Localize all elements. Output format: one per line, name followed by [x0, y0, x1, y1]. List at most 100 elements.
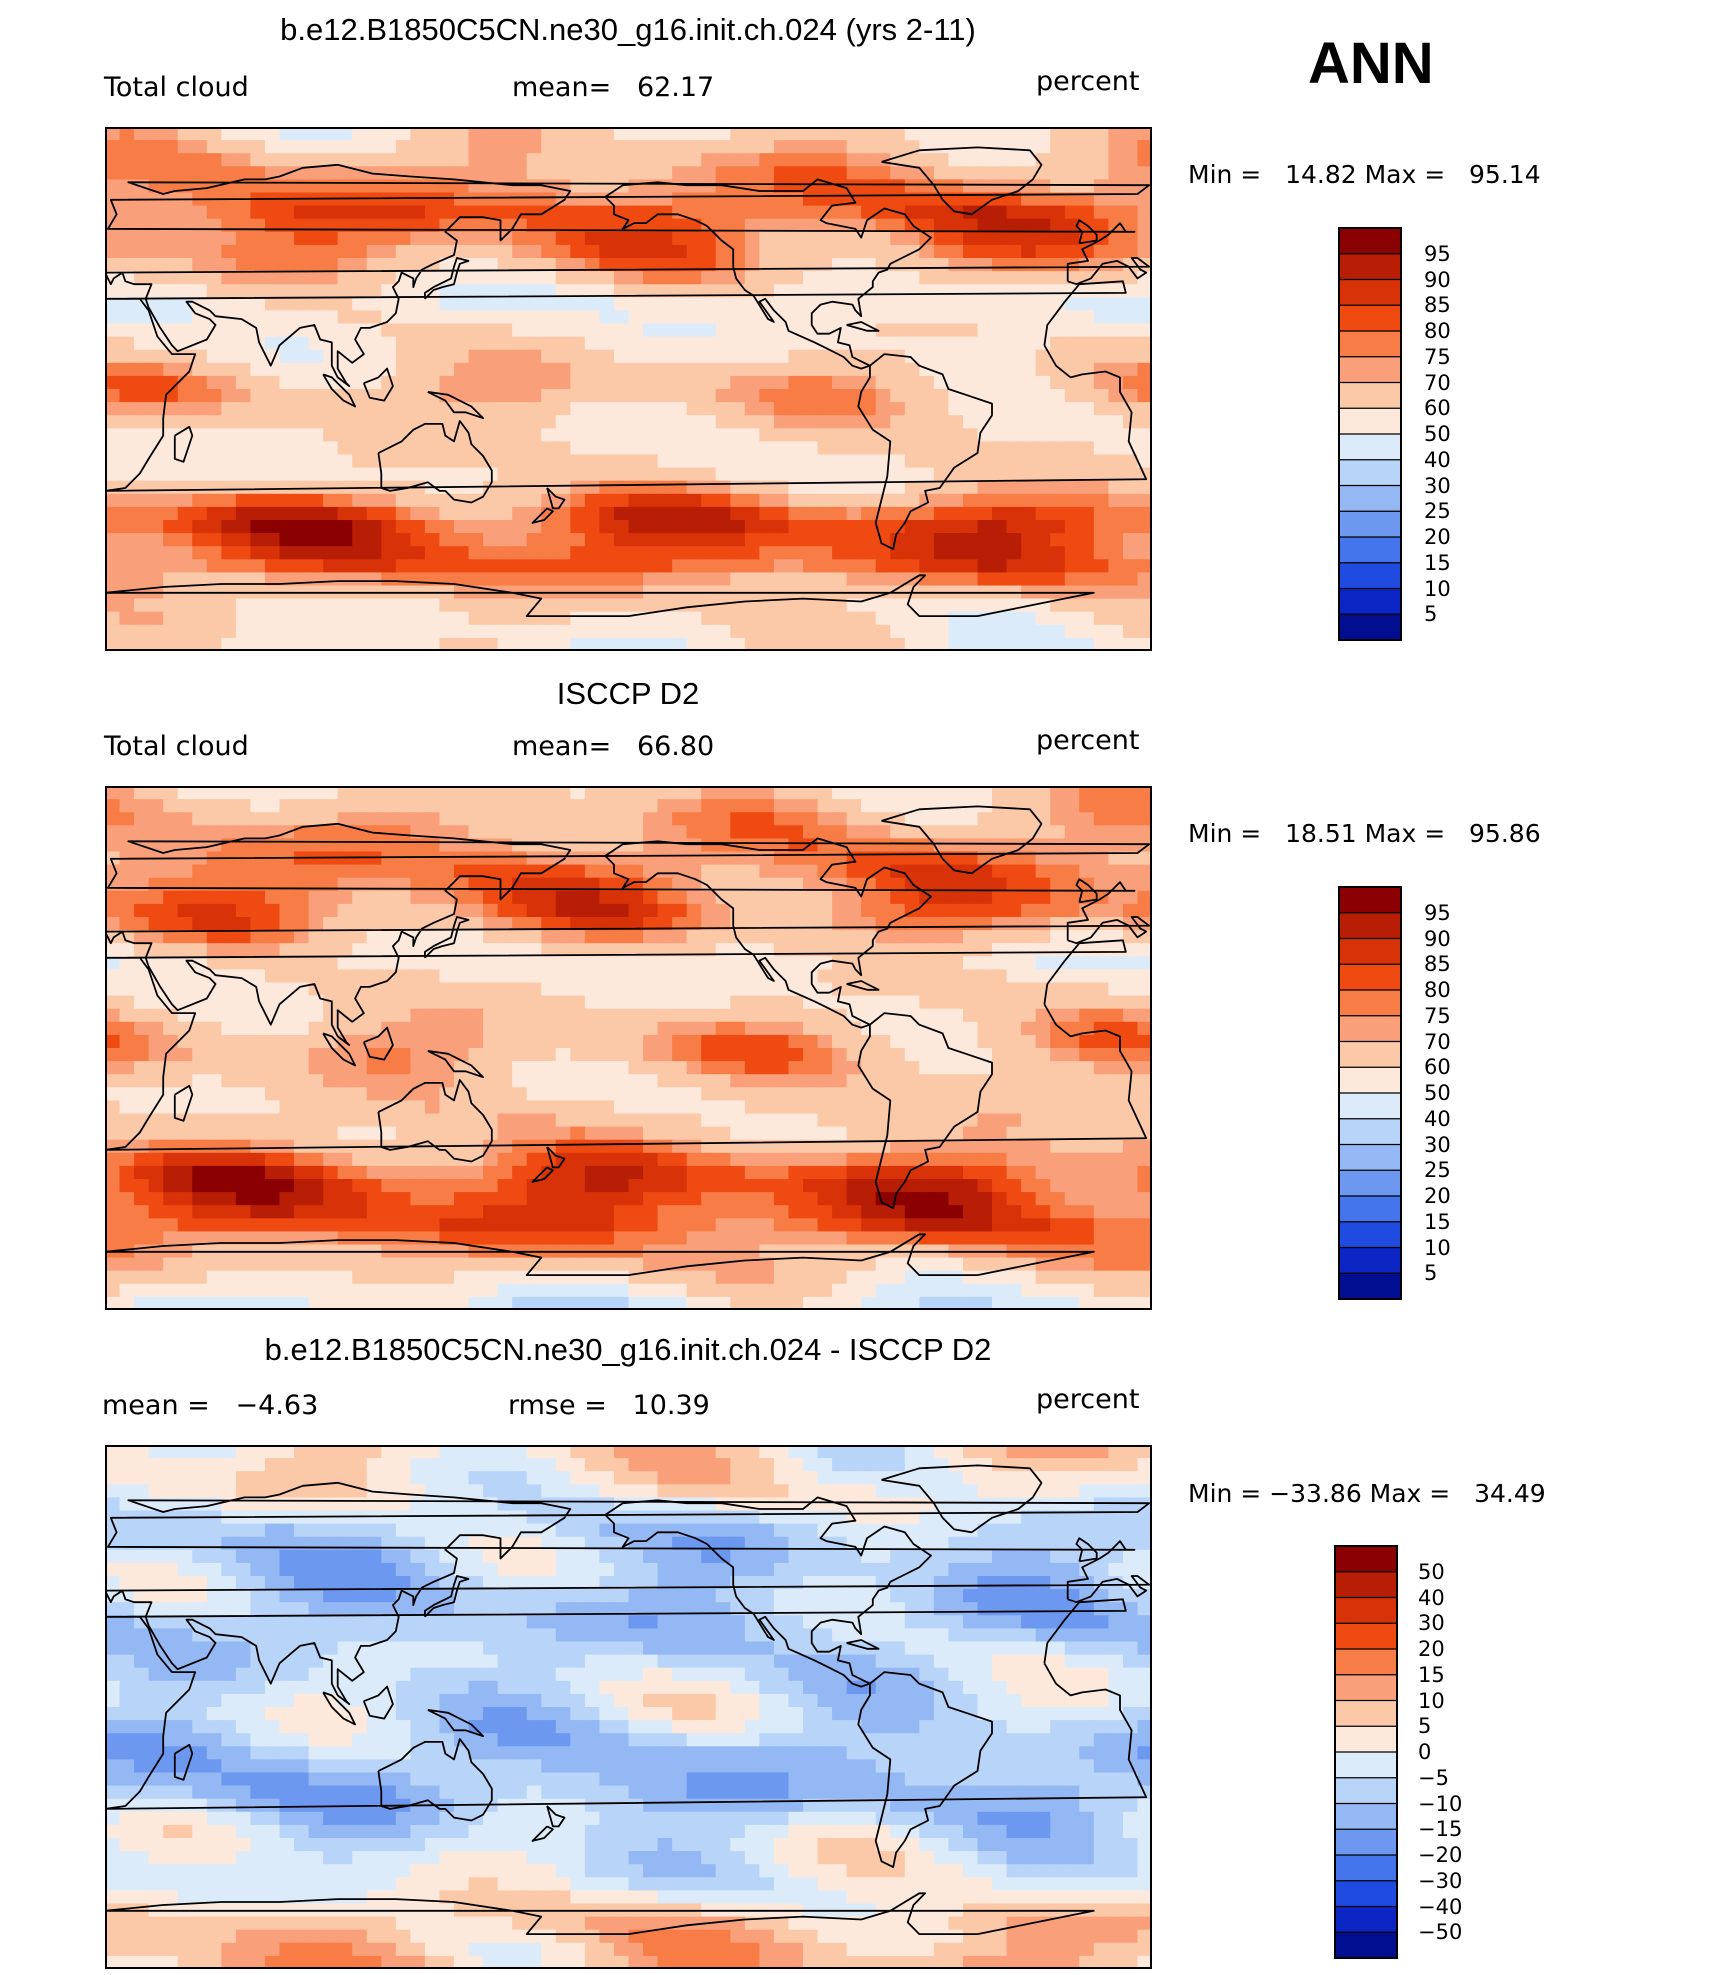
map-cell — [395, 1021, 412, 1036]
map-cell — [1137, 1061, 1152, 1075]
map-cell — [977, 127, 993, 141]
map-cell — [163, 362, 179, 377]
coastline — [846, 321, 880, 332]
map-cell — [235, 375, 252, 390]
map-cell — [977, 467, 993, 482]
map-cell — [832, 956, 848, 971]
map-cell — [773, 153, 790, 167]
map-cell — [279, 1061, 295, 1075]
map-cell — [570, 218, 586, 233]
map-cell — [512, 786, 528, 800]
map-cell — [1122, 903, 1139, 918]
map-cell — [1035, 323, 1051, 338]
map-cell — [206, 1100, 223, 1115]
map-cell — [584, 1152, 601, 1167]
map-cell — [861, 598, 877, 613]
map-cell — [1035, 336, 1051, 351]
map-cell — [672, 402, 688, 416]
map-cell — [570, 611, 586, 626]
map-cell — [555, 428, 572, 443]
map-cell — [1122, 825, 1139, 840]
map-cell — [933, 415, 950, 429]
map-cell — [861, 890, 877, 905]
map-cell — [250, 917, 266, 931]
panel-1-units: percent — [1036, 66, 1140, 97]
map-cell — [803, 415, 819, 429]
map-cell — [992, 559, 1008, 574]
map-cell — [803, 982, 819, 997]
map-cell — [773, 166, 790, 181]
map-cell — [715, 310, 731, 325]
map-cell — [308, 271, 324, 285]
map-cell — [148, 231, 164, 246]
map-cell — [323, 271, 339, 285]
map-cell — [657, 969, 673, 984]
map-cell — [599, 231, 615, 246]
map-cell — [541, 1008, 557, 1023]
map-cell — [803, 310, 819, 325]
map-cell — [308, 799, 324, 813]
map-cell — [1137, 572, 1152, 587]
map-cell — [570, 166, 586, 181]
map-cell — [352, 812, 368, 826]
map-cell — [235, 1139, 252, 1154]
map-cell — [206, 1087, 223, 1102]
map-cell — [570, 637, 586, 651]
map-cell — [657, 153, 673, 167]
map-cell — [308, 930, 324, 944]
map-cell — [366, 336, 382, 351]
map-cell — [366, 1152, 382, 1167]
map-cell — [235, 402, 252, 416]
map-cell — [235, 1152, 252, 1167]
map-cell — [483, 362, 499, 377]
map-cell — [192, 284, 208, 298]
map-cell — [584, 506, 601, 521]
map-cell — [643, 153, 659, 167]
map-cell — [439, 297, 455, 312]
map-cell — [366, 1126, 382, 1141]
map-cell — [323, 153, 339, 167]
map-cell — [730, 297, 746, 312]
map-cell — [381, 454, 397, 469]
map-cell — [1122, 493, 1139, 508]
map-cell — [541, 917, 557, 931]
map-cell — [439, 903, 455, 918]
map-cell — [1093, 192, 1110, 207]
map-cell — [352, 969, 368, 984]
map-cell — [424, 205, 441, 220]
map-cell — [468, 415, 484, 429]
map-cell — [468, 611, 484, 626]
map-cell — [381, 258, 397, 272]
map-cell — [555, 1100, 572, 1115]
map-cell — [1021, 336, 1037, 351]
map-cell — [803, 903, 819, 918]
map-cell — [119, 624, 135, 639]
map-cell — [250, 637, 266, 651]
map-cell — [1137, 864, 1152, 879]
map-cell — [352, 838, 368, 853]
map-cell — [846, 812, 862, 826]
map-cell — [948, 402, 964, 416]
map-cell — [352, 467, 368, 482]
map-cell — [730, 864, 746, 879]
map-cell — [1093, 903, 1110, 918]
map-cell — [686, 611, 702, 626]
map-cell — [846, 1113, 862, 1128]
map-cell — [163, 917, 179, 931]
map-cell — [643, 546, 659, 560]
map-cell — [1035, 493, 1051, 508]
map-cell — [890, 284, 906, 298]
map-cell — [759, 467, 775, 482]
map-cell — [410, 559, 426, 574]
map-cell — [294, 1113, 310, 1128]
map-cell — [1137, 454, 1152, 469]
map-cell — [177, 493, 193, 508]
map-cell — [105, 336, 121, 351]
map-cell — [337, 864, 353, 879]
map-cell — [730, 336, 746, 351]
map-cell — [163, 930, 179, 944]
map-cell — [177, 903, 193, 918]
map-cell — [1006, 1074, 1022, 1088]
map-cell — [105, 389, 121, 403]
map-cell — [264, 258, 281, 272]
